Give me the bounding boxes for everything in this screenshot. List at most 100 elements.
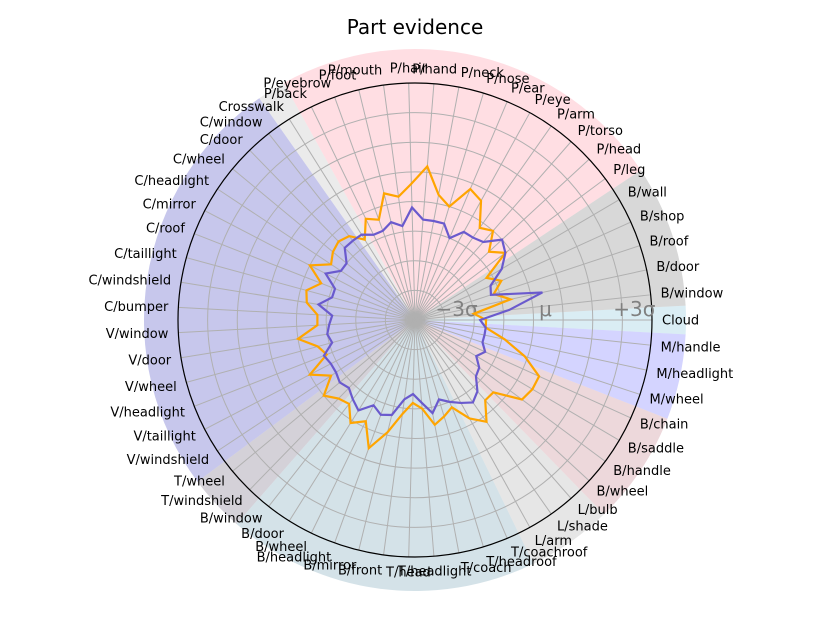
category-tick-label: L/arm [535,534,572,549]
grid-spoke [414,319,647,371]
series-line [316,205,543,417]
category-tick-label: C/headlight [134,174,209,189]
grid-spoke [217,188,416,321]
category-tick-label: C/mirror [143,197,197,212]
category-tick-label: P/neck [461,66,505,81]
grid-spoke [232,168,416,321]
category-tick-label: C/bumper [104,300,169,315]
category-tick-label: M/handle [661,340,721,355]
category-sector [415,170,686,320]
category-tick-label: P/back [264,87,308,102]
ring-label: +3σ [613,297,655,321]
category-tick-label: B/saddle [628,441,684,456]
category-tick-label: M/wheel [650,393,704,408]
category-tick-label: T/coachroof [510,546,588,561]
grid-spoke [414,319,620,441]
category-tick-label: P/head [596,143,641,158]
category-tick-label: P/nose [486,72,529,87]
category-sector [236,320,534,591]
category-tick-label: P/ear [511,81,545,96]
category-tick-label: B/mirror [303,558,357,573]
grid-spoke [310,106,416,321]
grid-spoke [358,319,416,551]
grid-spoke [414,87,460,321]
grid-spoke [408,319,416,557]
category-tick-label: B/wheel [255,540,307,555]
category-tick-label: B/front [338,563,382,578]
category-tick-label: T/wheel [173,474,225,489]
category-tick-label: B/door [241,527,284,542]
grid-spoke [249,149,416,321]
category-tick-label: B/door [656,260,699,275]
category-tick-label: P/mouth [328,64,382,79]
grid-spoke [178,306,416,321]
grid-spoke [383,319,416,555]
category-sector [144,98,415,482]
grid-spoke [288,118,416,321]
grid-spoke [414,319,435,557]
category-tick-label: C/door [200,133,244,148]
grid-spoke [414,319,460,553]
category-tick-label: P/torso [578,124,623,139]
category-tick-label: Cloud [662,314,699,329]
grid-spoke [186,319,416,383]
ring-labels: −3σ μ +3σ [436,297,656,321]
category-tick-label: V/door [128,354,171,369]
grid-spoke [358,89,416,321]
category-tick-label: V/taillight [133,430,195,445]
category-tick-label: T/headroof [485,555,557,570]
grid-spoke [414,319,641,395]
category-tick-label: B/handle [613,464,671,479]
category-sector [197,320,415,524]
grid-spoke [414,178,606,321]
data-series [295,164,543,451]
plot-outline [177,82,653,558]
grid-spoke [414,83,435,321]
grid-spoke [414,199,620,321]
category-tick-label: P/foot [319,69,357,84]
grid-spoke [414,269,647,321]
series-line [295,164,541,451]
category-tick-label: B/roof [650,234,689,249]
category-sector [259,82,415,320]
ring-label: −3σ [436,297,478,321]
category-tick-label: Crosswalk [219,100,285,115]
category-tick-label: V/headlight [110,405,185,420]
category-tick-label: V/window [106,327,169,342]
grid-spoke [310,319,416,534]
category-tick-label: P/eye [535,93,571,108]
grid-spoke [268,133,416,321]
grid-spoke [414,245,641,321]
grid-spoke [194,233,416,321]
grid-spoke [414,112,531,321]
grid-spoke [414,319,572,499]
category-tick-label: B/window [661,287,724,302]
grid-spoke [194,319,416,407]
grid-spoke [334,319,416,544]
grid-spoke [414,294,651,321]
grid-spoke [249,319,416,491]
category-sector [415,320,605,564]
category-tick-label: P/hair [390,62,428,77]
category-tick-label: B/wall [628,186,667,201]
grid-spoke [186,257,416,321]
grid-spoke [268,319,416,507]
grid-spoke [414,319,606,462]
category-tick-label: L/bulb [578,503,618,518]
category-tick-label: B/window [200,512,263,527]
grid-spoke [414,319,484,548]
category-tick-label: T/headlight [397,565,472,580]
grid-spoke [414,125,552,321]
category-tick-label: P/eyebrow [263,76,331,91]
grid-spoke [288,319,416,522]
grid-spoke [414,319,632,419]
grid-spoke [217,319,416,452]
grid-spoke [414,319,651,346]
grid-spoke [414,319,590,482]
category-tick-label: T/coach [460,561,512,576]
category-tick-label: V/windshield [127,453,210,468]
category-tick-label: P/leg [613,163,645,178]
polar-grid [177,82,653,558]
category-tick-label: M/headlight [656,367,733,382]
